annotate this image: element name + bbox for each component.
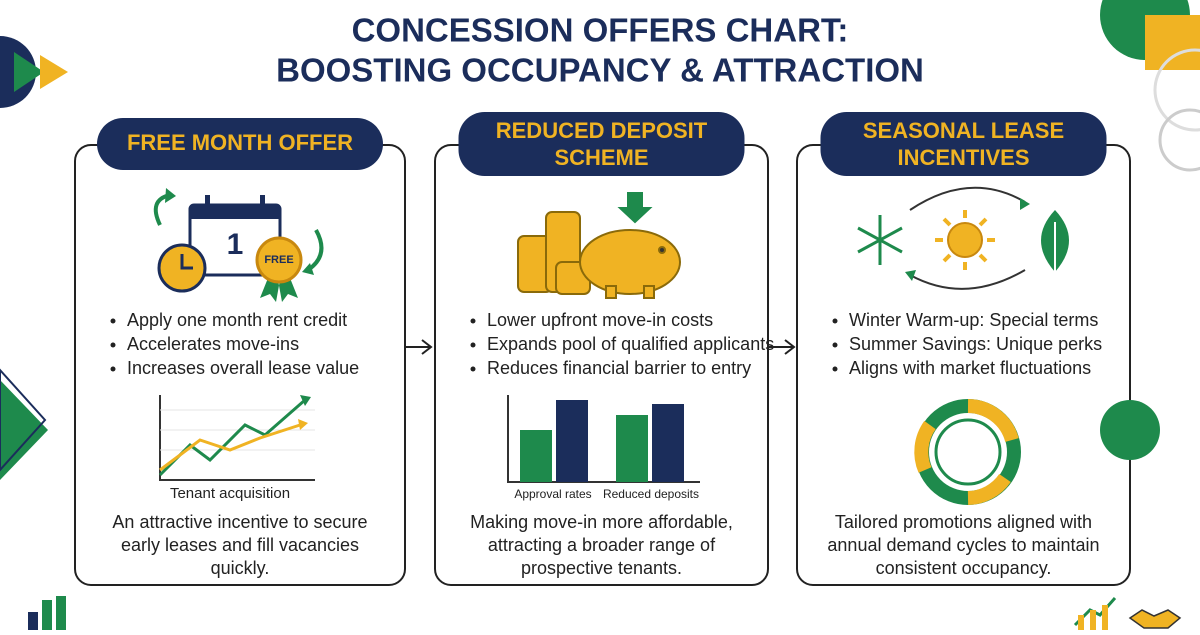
panel-title: REDUCED DEPOSIT xyxy=(496,118,708,143)
bullet-dot xyxy=(470,366,476,372)
summary-text: Making move-in more affordable, xyxy=(470,512,733,532)
icon-label: 1 xyxy=(227,228,244,261)
summary-text: An attractive incentive to secure xyxy=(112,512,367,532)
seasons-icon xyxy=(857,186,1069,290)
icon-label: FREE xyxy=(264,254,293,266)
summary-text: attracting a broader range of xyxy=(488,535,716,555)
bullet-text: Expands pool of qualified applicants xyxy=(487,334,774,354)
bullet-text: Increases overall lease value xyxy=(127,358,359,378)
panel-title: SCHEME xyxy=(554,145,648,170)
coins-piggy-icon xyxy=(517,192,681,299)
bullet-text: Winter Warm-up: Special terms xyxy=(849,310,1098,330)
summary-text: annual demand cycles to maintain xyxy=(827,535,1099,555)
bullet-dot xyxy=(832,318,838,324)
summary-text: Tailored promotions aligned with xyxy=(835,512,1092,532)
summary-text: prospective tenants. xyxy=(521,558,682,578)
summary-text: consistent occupancy. xyxy=(876,558,1052,578)
bullet-dot xyxy=(110,342,116,348)
panel-title-pill xyxy=(820,112,1107,176)
bullet-text: Lower upfront move-in costs xyxy=(487,310,713,330)
bar-chart-illustration xyxy=(507,395,700,483)
bullet-text: Reduces financial barrier to entry xyxy=(487,358,751,378)
chart-label: Tenant acquisition xyxy=(170,485,290,502)
bullet-text: Aligns with market fluctuations xyxy=(849,358,1091,378)
panel-title: SEASONAL LEASE xyxy=(863,118,1064,143)
bullet-text: Apply one month rent credit xyxy=(127,310,347,330)
bullet-dot xyxy=(470,342,476,348)
panel-title: INCENTIVES xyxy=(897,145,1029,170)
bullet-dot xyxy=(110,318,116,324)
bullet-dot xyxy=(832,342,838,348)
bullet-dot xyxy=(832,366,838,372)
bullet-text: Accelerates move-ins xyxy=(127,334,299,354)
chart-label: Approval rates xyxy=(514,487,591,501)
line-chart-illustration xyxy=(158,395,315,481)
summary-text: early leases and fill vacancies xyxy=(121,535,359,555)
bullet-dot xyxy=(110,366,116,372)
donut-illustration xyxy=(914,399,1021,505)
bullet-dot xyxy=(470,318,476,324)
panel-title-pill xyxy=(97,118,383,170)
panel-title-pill xyxy=(458,112,745,176)
chart-label: Reduced deposits xyxy=(603,487,699,501)
title: CONCESSION OFFERS CHART: xyxy=(352,12,849,49)
connector-arrows xyxy=(405,339,796,355)
bullet-text: Summer Savings: Unique perks xyxy=(849,334,1102,354)
title: BOOSTING OCCUPANCY & ATTRACTION xyxy=(276,52,924,89)
calendar-icon xyxy=(153,188,324,302)
panel-title: FREE MONTH OFFER xyxy=(127,130,353,155)
summary-text: quickly. xyxy=(211,558,270,578)
